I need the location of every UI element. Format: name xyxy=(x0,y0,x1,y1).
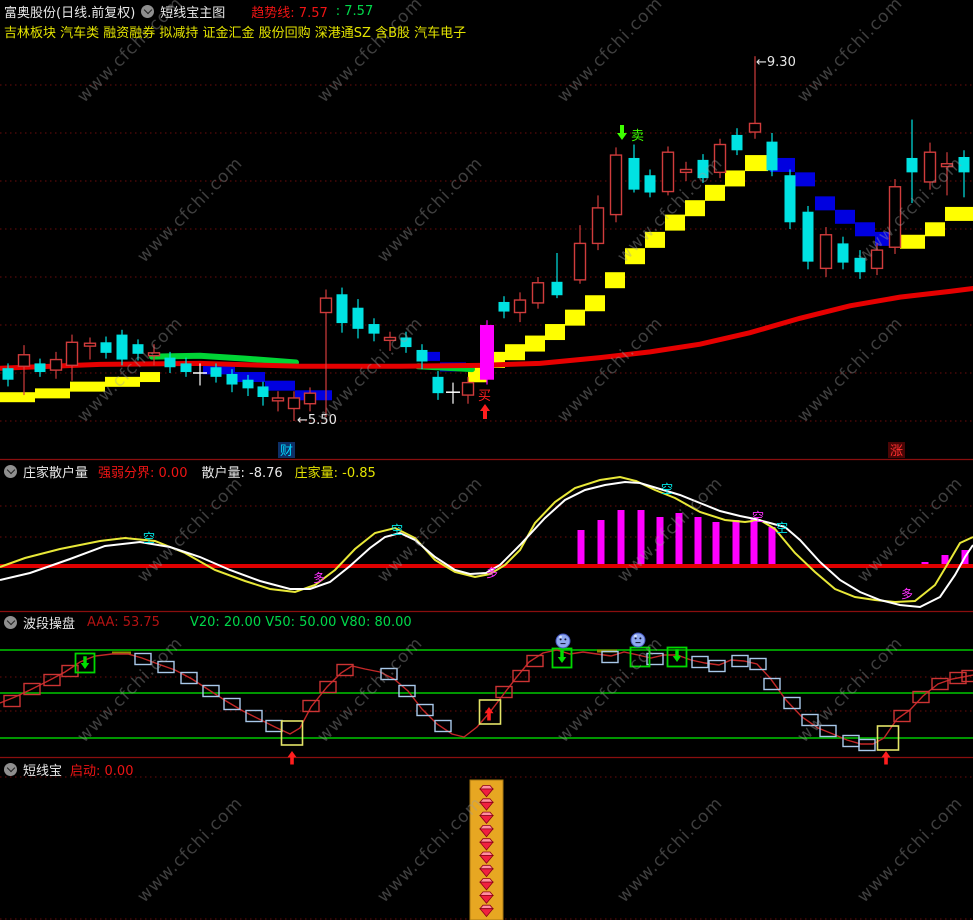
title-bar: 富奥股份(日线.前复权) 短线宝主图 趋势线: 7.57 : 7.57 xyxy=(4,2,374,21)
trendline-value: 趋势线: 7.57 xyxy=(251,5,328,21)
panel3-collapse-chevron-icon[interactable] xyxy=(4,615,17,629)
panel4-duanxianbao-chart xyxy=(0,776,973,920)
svg-text:多: 多 xyxy=(901,587,913,601)
svg-text:空: 空 xyxy=(752,510,764,524)
panel4-header: 短线宝 启动: 0.00 xyxy=(4,760,134,779)
panel4-title: 短线宝 xyxy=(23,763,63,779)
svg-text:空: 空 xyxy=(776,521,788,535)
candles xyxy=(2,56,970,421)
svg-text:空: 空 xyxy=(143,531,155,545)
panel2-header: 庄家散户量 强弱分界: 0.00 散户量: -8.76 庄家量: -0.85 xyxy=(4,462,376,481)
svg-text:卖: 卖 xyxy=(631,129,644,144)
panel4-qidong-value: 启动: 0.00 xyxy=(70,763,134,779)
panel4-collapse-chevron-icon[interactable] xyxy=(4,762,17,776)
panel3-v-levels: V20: 20.00 V50: 50.00 V80: 80.00 xyxy=(189,614,412,630)
svg-text:空: 空 xyxy=(661,482,673,496)
panel2-title: 庄家散户量 xyxy=(23,465,89,481)
panel3-title: 波段操盘 xyxy=(23,616,76,632)
svg-text:←9.30: ←9.30 xyxy=(756,55,796,70)
svg-text:多: 多 xyxy=(313,571,325,585)
panel2-zhuangjia-value: 庄家量: -0.85 xyxy=(294,465,376,481)
gem-signal-column xyxy=(479,785,494,918)
panel3-aaa-value: AAA: 53.75 xyxy=(87,614,160,630)
panel2-collapse-chevron-icon[interactable] xyxy=(4,464,17,478)
stock-title: 富奥股份(日线.前复权) xyxy=(4,5,136,21)
svg-text:财: 财 xyxy=(280,444,293,459)
svg-text:空: 空 xyxy=(391,523,403,537)
panel2-threshold-value: 强弱分界: 0.00 xyxy=(98,465,188,481)
concept-tags: 吉林板块 汽车类 融资融券 拟减持 证金汇金 股份回购 深港通SZ 含B股 汽车… xyxy=(4,26,467,41)
svg-text:买: 买 xyxy=(478,389,491,404)
panel3-boduan-chart xyxy=(0,632,973,765)
overlay-indicator-name: 短线宝主图 xyxy=(160,5,226,21)
main-annotations: ←9.30 ←5.50 买 卖财 涨 xyxy=(278,55,905,459)
svg-text:涨: 涨 xyxy=(890,444,903,459)
svg-text:多: 多 xyxy=(486,566,498,580)
collapse-chevron-icon[interactable] xyxy=(141,4,155,18)
panel2-sanhu-value: 散户量: -8.76 xyxy=(201,465,283,481)
panel-dividers xyxy=(0,458,973,759)
svg-text:←5.50: ←5.50 xyxy=(297,413,337,428)
trendline-value-2: : 7.57 xyxy=(335,3,374,19)
panel3-header: 波段操盘 AAA: 53.75 V20: 20.00 V50: 50.00 V8… xyxy=(4,613,412,632)
